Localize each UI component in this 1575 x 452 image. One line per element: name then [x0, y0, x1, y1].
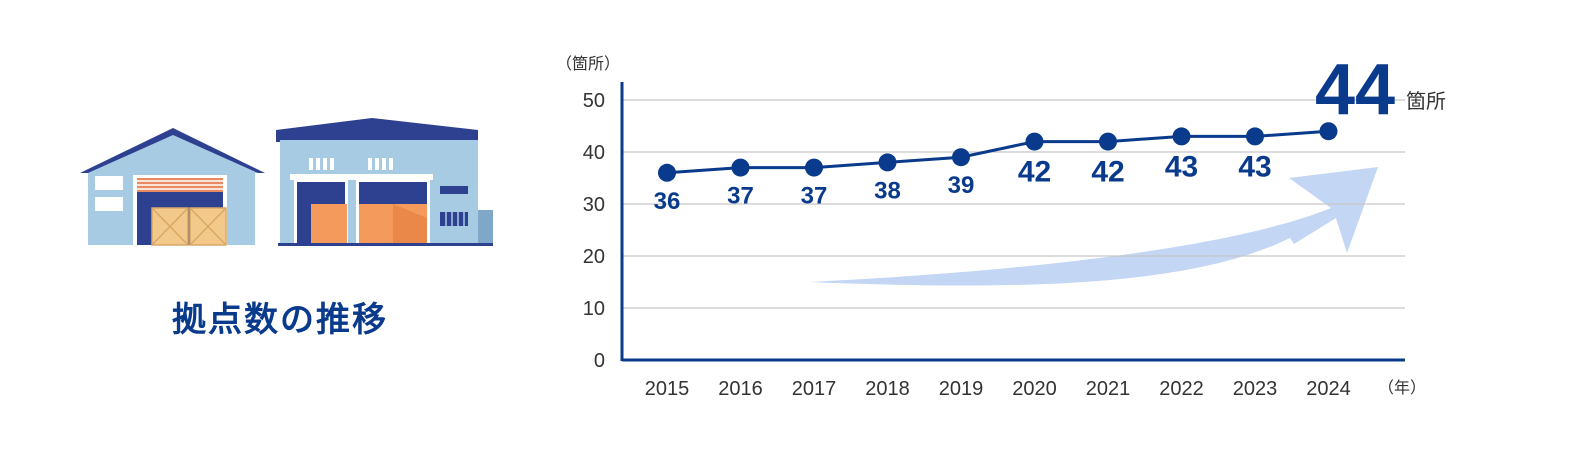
warehouse-illustration — [80, 118, 493, 246]
highlight-value: 44 — [1315, 50, 1395, 130]
x-tick-label: 2022 — [1159, 378, 1204, 400]
data-label-2016: 37 — [727, 183, 754, 210]
series-line — [666, 129, 1329, 175]
data-label-2023: 43 — [1238, 150, 1271, 183]
y-tick-labels: 0 10 20 30 40 50 — [583, 90, 605, 372]
y-tick-label: 10 — [583, 298, 605, 320]
x-tick-label: 2015 — [645, 378, 690, 400]
data-labels: 36 37 37 38 39 42 42 43 43 — [654, 150, 1272, 214]
x-tick-labels: 2015 2016 2017 2018 2019 2020 2021 2022 2023 2024 — [645, 378, 1351, 400]
x-tick-label: 2018 — [865, 378, 910, 400]
data-label-2022: 43 — [1165, 150, 1198, 183]
data-label-2019: 39 — [948, 172, 975, 199]
data-point-2022 — [1172, 127, 1191, 146]
y-tick-label: 30 — [583, 194, 605, 216]
y-axis-label: （箇所） — [556, 54, 620, 73]
data-point-2024 — [1319, 122, 1338, 141]
x-tick-label: 2020 — [1012, 378, 1057, 400]
section-title: 拠点数の推移 — [172, 300, 388, 340]
data-label-2018: 38 — [874, 177, 901, 204]
x-tick-label: 2017 — [792, 378, 837, 400]
data-points — [658, 122, 1338, 182]
x-tick-label: 2024 — [1306, 378, 1351, 400]
x-axis-label: （年） — [1378, 378, 1426, 397]
y-tick-label: 40 — [583, 142, 605, 164]
data-point-2023 — [1246, 127, 1264, 146]
data-point-2017 — [805, 158, 823, 177]
highlight-unit: 箇所 — [1406, 89, 1446, 113]
data-label-2020: 42 — [1018, 156, 1051, 189]
warehouse-icon — [80, 118, 493, 246]
x-tick-label: 2019 — [939, 378, 984, 400]
data-point-2015 — [658, 163, 676, 182]
data-point-2018 — [878, 153, 897, 172]
data-point-2021 — [1099, 132, 1117, 151]
data-label-2017: 37 — [801, 183, 828, 210]
gridlines — [622, 99, 1405, 309]
data-label-2015: 36 — [654, 188, 681, 215]
y-tick-label: 20 — [583, 246, 605, 268]
x-tick-label: 2021 — [1086, 378, 1131, 400]
data-point-2019 — [952, 148, 970, 167]
data-point-2020 — [1025, 132, 1044, 151]
data-point-2016 — [731, 158, 750, 177]
y-tick-label: 0 — [594, 350, 605, 372]
x-tick-label: 2016 — [718, 378, 763, 400]
y-tick-label: 50 — [583, 90, 605, 112]
x-tick-label: 2023 — [1233, 378, 1278, 400]
data-label-2021: 42 — [1091, 156, 1124, 189]
